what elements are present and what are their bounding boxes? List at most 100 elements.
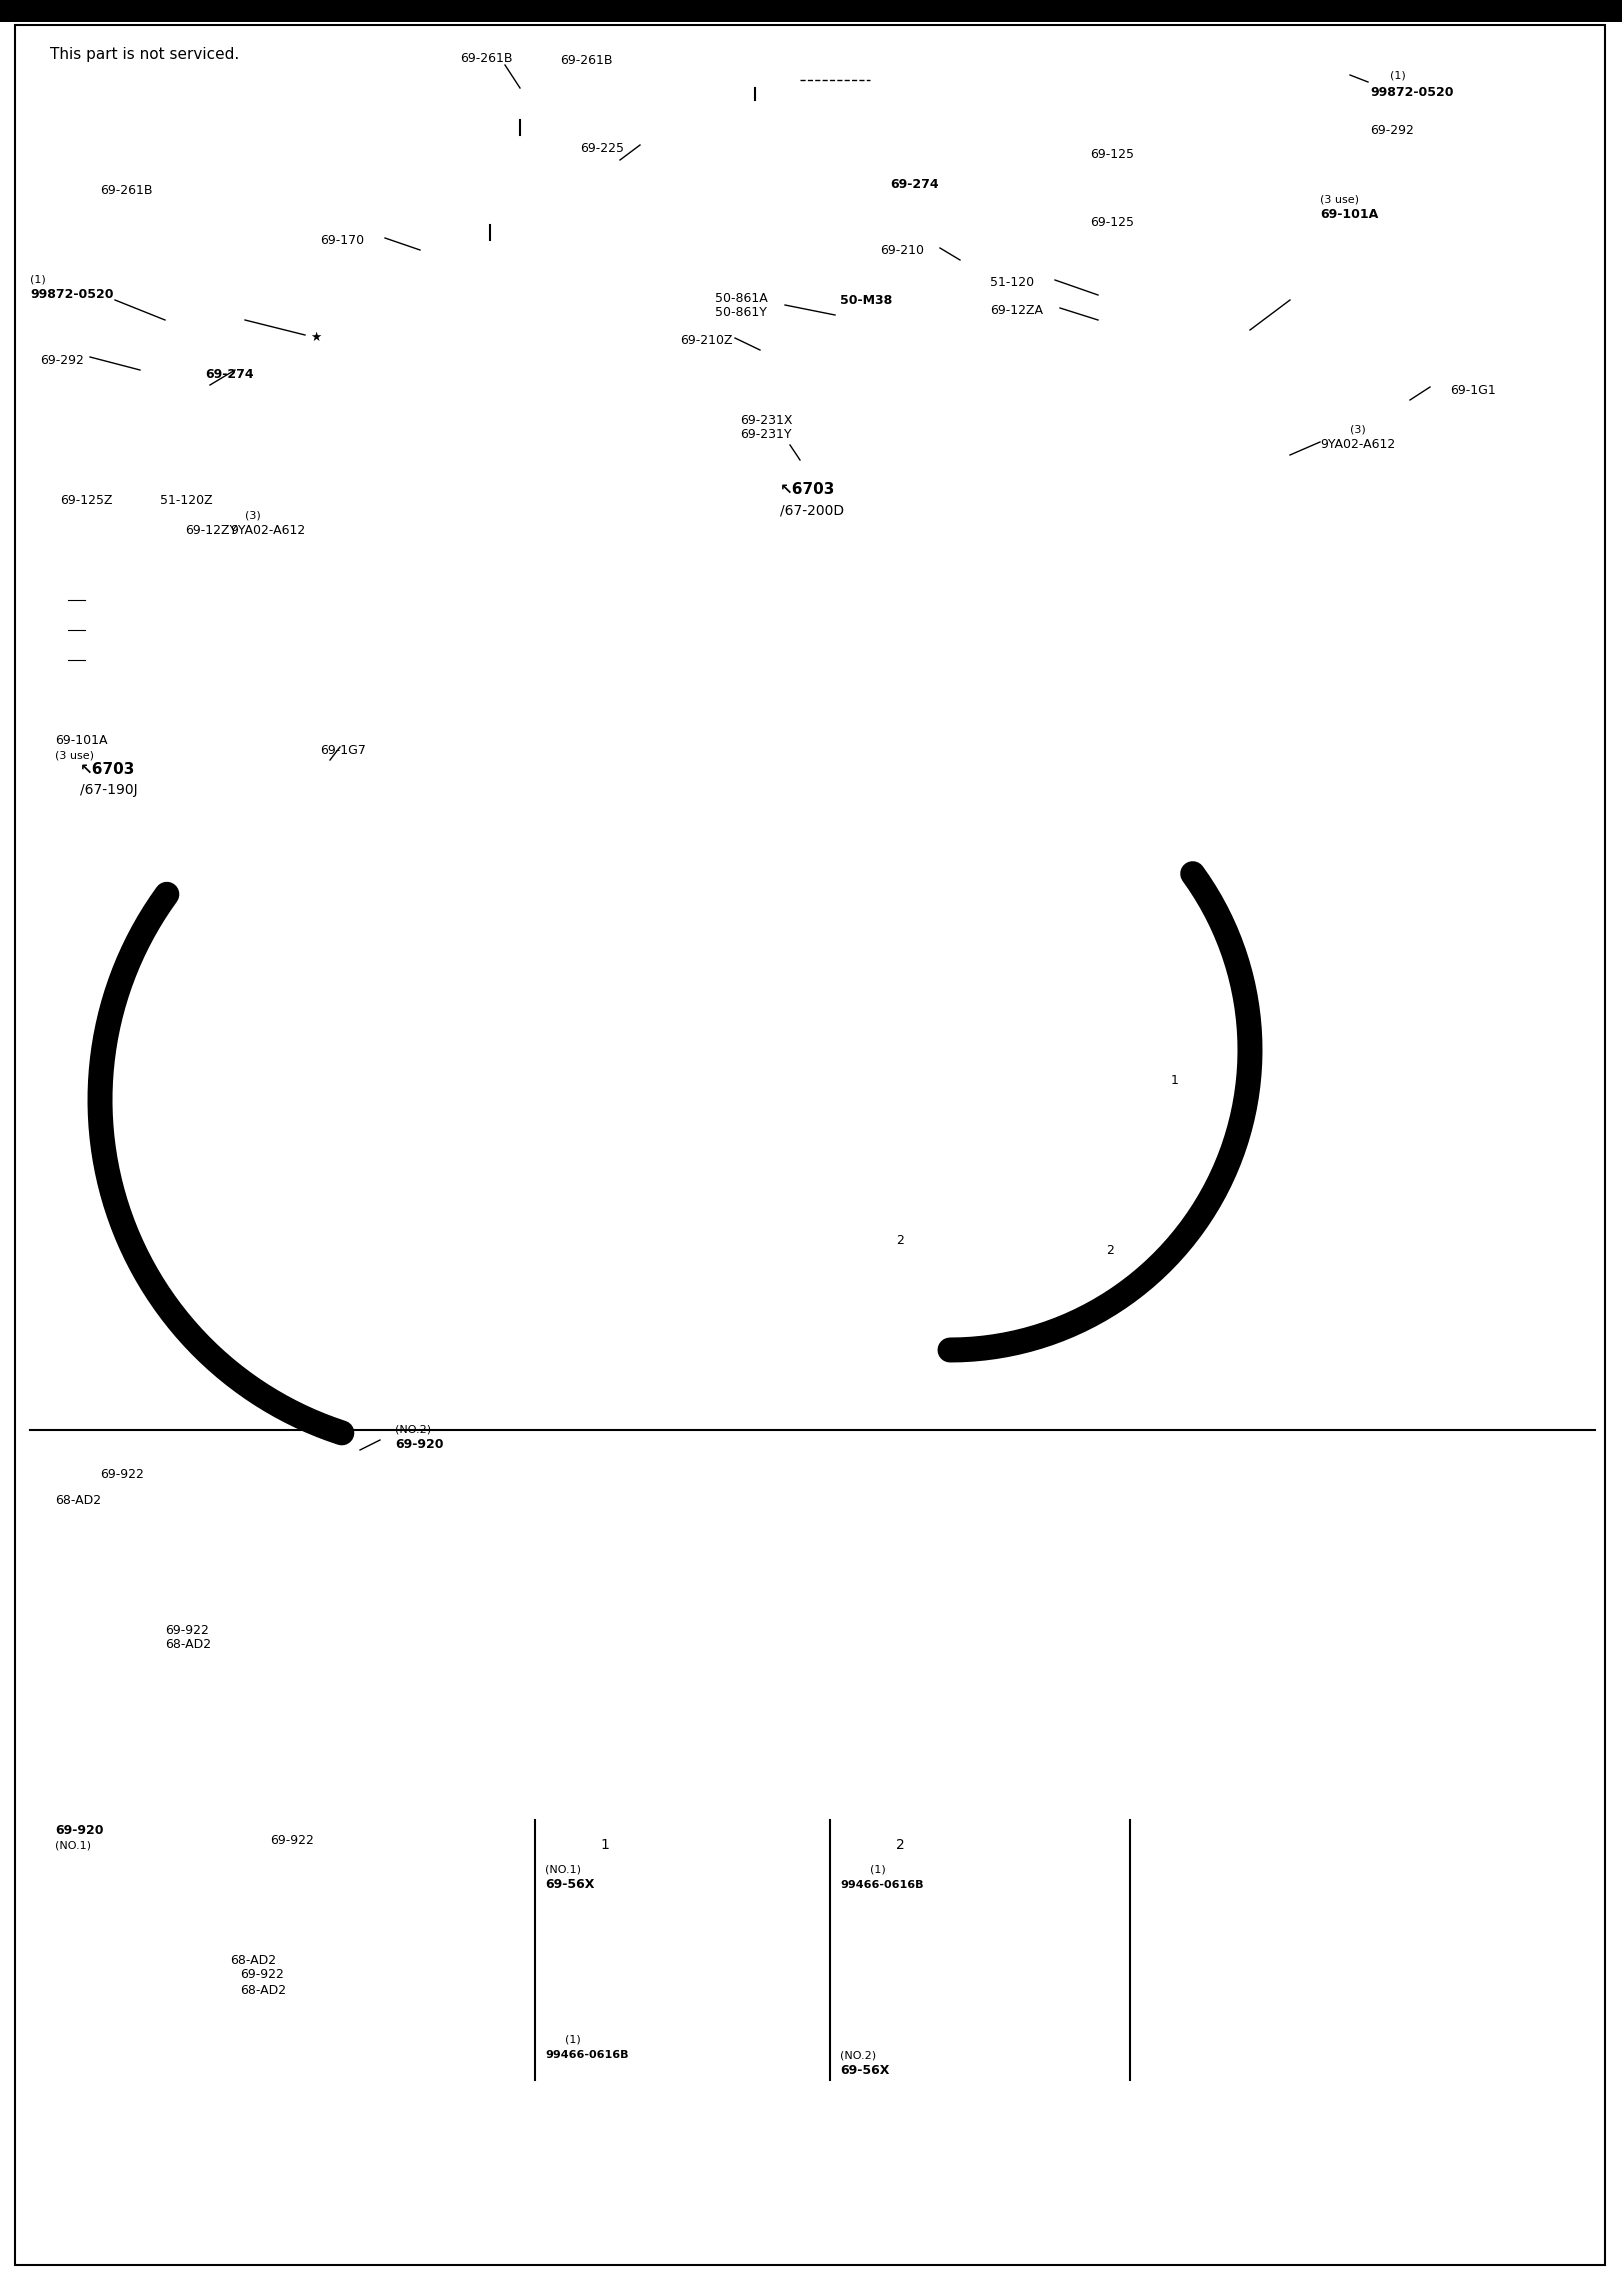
FancyBboxPatch shape — [1088, 198, 1432, 483]
Text: (NO.2): (NO.2) — [396, 1426, 431, 1435]
Text: 69-922: 69-922 — [240, 1968, 284, 1982]
Text: 69-920: 69-920 — [55, 1822, 104, 1836]
Text: 99872-0520: 99872-0520 — [1371, 87, 1453, 98]
Text: 50-861Y: 50-861Y — [715, 305, 767, 319]
Text: 68-AD2: 68-AD2 — [240, 1984, 285, 1996]
Ellipse shape — [350, 1920, 360, 1929]
Text: ★: ★ — [310, 330, 321, 344]
Text: 99872-0520: 99872-0520 — [29, 289, 114, 301]
Text: 69-274: 69-274 — [890, 178, 939, 191]
FancyBboxPatch shape — [707, 112, 843, 178]
Text: 50-861A: 50-861A — [715, 292, 767, 305]
Ellipse shape — [1285, 424, 1294, 433]
Ellipse shape — [175, 1704, 185, 1713]
Ellipse shape — [187, 1920, 196, 1929]
FancyBboxPatch shape — [36, 590, 285, 829]
Text: 9YA02-A612: 9YA02-A612 — [230, 524, 305, 538]
Ellipse shape — [260, 1909, 269, 1916]
Bar — [545, 1820, 826, 2071]
FancyBboxPatch shape — [582, 1918, 667, 2023]
Ellipse shape — [746, 68, 764, 87]
FancyBboxPatch shape — [634, 966, 826, 1084]
Circle shape — [882, 1827, 918, 1863]
Bar — [840, 1820, 1121, 2071]
Circle shape — [406, 1285, 516, 1394]
Text: (NO.2): (NO.2) — [840, 2050, 876, 2059]
Ellipse shape — [433, 1018, 467, 1041]
Text: 69-292: 69-292 — [1371, 123, 1414, 137]
Text: (1): (1) — [869, 1866, 886, 1875]
Bar — [144, 1820, 504, 2071]
Text: 69-261B: 69-261B — [101, 185, 152, 196]
Ellipse shape — [260, 2018, 269, 2025]
Text: 69-125: 69-125 — [1090, 216, 1134, 228]
Bar — [835, 294, 946, 360]
Ellipse shape — [180, 1581, 190, 1590]
Polygon shape — [73, 1474, 86, 1485]
Circle shape — [587, 1827, 623, 1863]
Text: 69-101A: 69-101A — [1320, 210, 1379, 221]
Text: 2: 2 — [895, 1232, 903, 1246]
Circle shape — [882, 1221, 918, 1257]
FancyBboxPatch shape — [375, 226, 595, 314]
Text: 69-922: 69-922 — [269, 1834, 315, 1847]
Text: 69-1G1: 69-1G1 — [1450, 383, 1495, 396]
Ellipse shape — [75, 633, 96, 647]
Ellipse shape — [1103, 241, 1118, 257]
Text: 69-292: 69-292 — [41, 353, 84, 367]
Text: ↖6703: ↖6703 — [780, 483, 835, 497]
Text: 2: 2 — [1106, 1244, 1114, 1257]
Ellipse shape — [57, 597, 63, 604]
Ellipse shape — [581, 2041, 600, 2059]
Bar — [29, 1820, 1131, 2080]
Polygon shape — [159, 1952, 172, 1966]
Ellipse shape — [256, 624, 315, 665]
FancyBboxPatch shape — [440, 966, 629, 1084]
Ellipse shape — [225, 2021, 235, 2030]
Text: 99466-0616B: 99466-0616B — [545, 2050, 628, 2059]
Text: 69-261B: 69-261B — [461, 52, 513, 64]
Text: (NO.1): (NO.1) — [545, 1866, 581, 1875]
Text: 68-AD2: 68-AD2 — [230, 1955, 276, 1966]
Circle shape — [1156, 1237, 1194, 1273]
Text: 51-120: 51-120 — [989, 276, 1035, 289]
Ellipse shape — [1142, 253, 1158, 267]
Text: 69-210Z: 69-210Z — [680, 333, 733, 346]
Text: 1: 1 — [1171, 1248, 1179, 1262]
Circle shape — [1341, 112, 1358, 128]
Text: 51-120Z: 51-120Z — [161, 494, 212, 506]
Text: 1: 1 — [1171, 1073, 1179, 1087]
Text: 69-56X: 69-56X — [840, 2064, 889, 2078]
Ellipse shape — [230, 1585, 240, 1595]
Ellipse shape — [225, 1706, 235, 1713]
Text: 69-125: 69-125 — [1090, 148, 1134, 162]
Polygon shape — [159, 2014, 172, 2025]
Text: 69-231X: 69-231X — [740, 415, 793, 426]
Text: (1): (1) — [1390, 71, 1406, 80]
FancyBboxPatch shape — [680, 59, 950, 210]
Ellipse shape — [110, 633, 130, 647]
Ellipse shape — [105, 1597, 115, 1604]
Ellipse shape — [300, 1911, 310, 1918]
Text: 99466-0616B: 99466-0616B — [840, 1879, 923, 1891]
Polygon shape — [243, 1836, 256, 1847]
Text: 69-922: 69-922 — [101, 1469, 144, 1481]
Ellipse shape — [54, 656, 62, 663]
Ellipse shape — [1173, 237, 1187, 253]
Text: ↖6703: ↖6703 — [79, 763, 135, 777]
FancyBboxPatch shape — [350, 959, 1090, 1369]
Ellipse shape — [1181, 312, 1259, 367]
Text: 68-AD2: 68-AD2 — [55, 1494, 101, 1506]
Text: 69-101A: 69-101A — [55, 734, 107, 747]
Text: 69-225: 69-225 — [581, 141, 624, 155]
Text: (NO.1): (NO.1) — [55, 1841, 91, 1850]
Ellipse shape — [866, 1870, 884, 1888]
Text: (3): (3) — [245, 510, 261, 522]
Bar — [0, 0, 1622, 23]
Ellipse shape — [180, 633, 200, 647]
Polygon shape — [54, 1654, 67, 1665]
FancyBboxPatch shape — [869, 1934, 1001, 2055]
Ellipse shape — [149, 1585, 161, 1595]
Circle shape — [613, 1927, 637, 1952]
Circle shape — [865, 1285, 975, 1394]
